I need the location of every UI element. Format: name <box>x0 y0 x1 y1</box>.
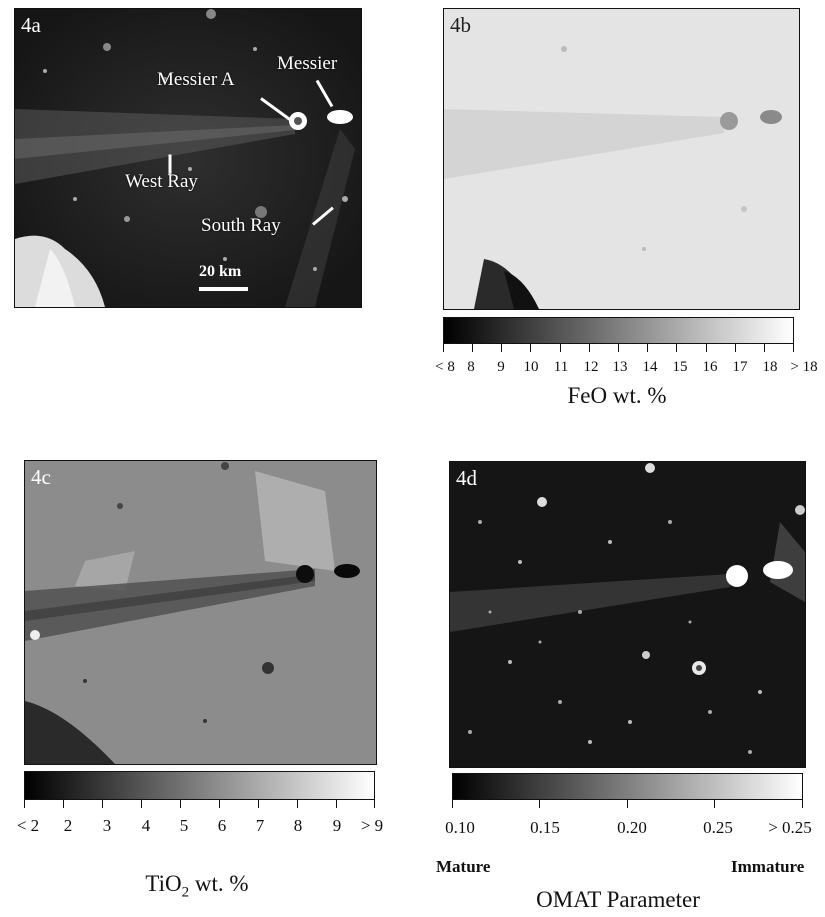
omat-tick-label: > 0.25 <box>768 818 812 837</box>
feo-tick-label: 13 <box>612 359 628 375</box>
panel-4c-graphic <box>25 461 376 764</box>
panel-4a-image: 4a Messier A Messier West Ray South Ray … <box>14 8 362 308</box>
tio2-tick-label: > 9 <box>360 816 384 835</box>
feo-tick-label: 15 <box>672 359 688 375</box>
tio2-caption-tail: wt. % <box>189 871 249 896</box>
panel-4c-image: 4c <box>24 460 377 765</box>
feo-tick-label: 18 <box>762 359 778 375</box>
tio2-caption-subscript: 2 <box>181 884 190 901</box>
tio2-colorbar <box>24 771 375 800</box>
label-messier-a: Messier A <box>157 69 235 90</box>
feo-tick-label: 12 <box>583 359 599 375</box>
omat-colorbar-ticks <box>452 800 803 808</box>
feo-tick-label: 14 <box>642 359 658 375</box>
tio2-tick-label: 8 <box>293 816 303 835</box>
feo-tick-label: 9 <box>497 359 505 375</box>
tio2-tick-label: 2 <box>63 816 73 835</box>
feo-tick-label: 11 <box>553 359 569 375</box>
feo-caption: FeO wt. % <box>567 383 667 408</box>
label-west-ray: West Ray <box>125 171 198 192</box>
omat-tick-label: 0.25 <box>703 818 733 837</box>
feo-tick-label: 16 <box>702 359 718 375</box>
tio2-tick-label: 5 <box>179 816 189 835</box>
feo-colorbar <box>443 317 794 344</box>
label-messier: Messier <box>277 53 338 74</box>
feo-tick-label: < 8 <box>435 359 455 375</box>
panel-4d-graphic <box>450 462 805 767</box>
tio2-tick-label: 3 <box>102 816 112 835</box>
omat-caption: OMAT Parameter <box>536 887 700 912</box>
scale-bar <box>199 287 248 291</box>
scale-bar-label: 20 km <box>199 263 242 280</box>
panel-label-4d: 4d <box>456 466 477 490</box>
feo-tick-label: 17 <box>732 359 748 375</box>
tio2-tick-label: < 2 <box>16 816 40 835</box>
panel-label-4b: 4b <box>450 13 471 37</box>
feo-tick-label: 10 <box>523 359 539 375</box>
panel-label-4c: 4c <box>31 465 51 489</box>
tio2-tick-label: 6 <box>217 816 227 835</box>
omat-tick-label: 0.20 <box>617 818 647 837</box>
omat-right-end-label: Immature <box>731 857 805 876</box>
omat-colorbar <box>452 773 803 800</box>
tio2-tick-label: 9 <box>332 816 342 835</box>
feo-tick-label: > 18 <box>790 359 818 375</box>
label-south-ray: South Ray <box>201 215 281 236</box>
tio2-colorbar-ticks <box>24 800 375 808</box>
feo-colorbar-ticks <box>443 344 794 352</box>
tio2-caption: TiO2 wt. % <box>145 871 248 902</box>
panel-4b-graphic <box>444 9 799 309</box>
panel-4d-image: 4d <box>449 461 806 768</box>
tio2-caption-main: TiO <box>145 871 182 896</box>
feo-tick-label: 8 <box>467 359 475 375</box>
tio2-tick-label: 7 <box>255 816 265 835</box>
omat-left-end-label: Mature <box>436 857 491 876</box>
omat-tick-label: 0.15 <box>530 818 560 837</box>
tio2-tick-label: 4 <box>141 816 151 835</box>
omat-tick-label: 0.10 <box>445 818 475 837</box>
panel-label-4a: 4a <box>21 13 41 37</box>
panel-4b-image: 4b <box>443 8 800 310</box>
